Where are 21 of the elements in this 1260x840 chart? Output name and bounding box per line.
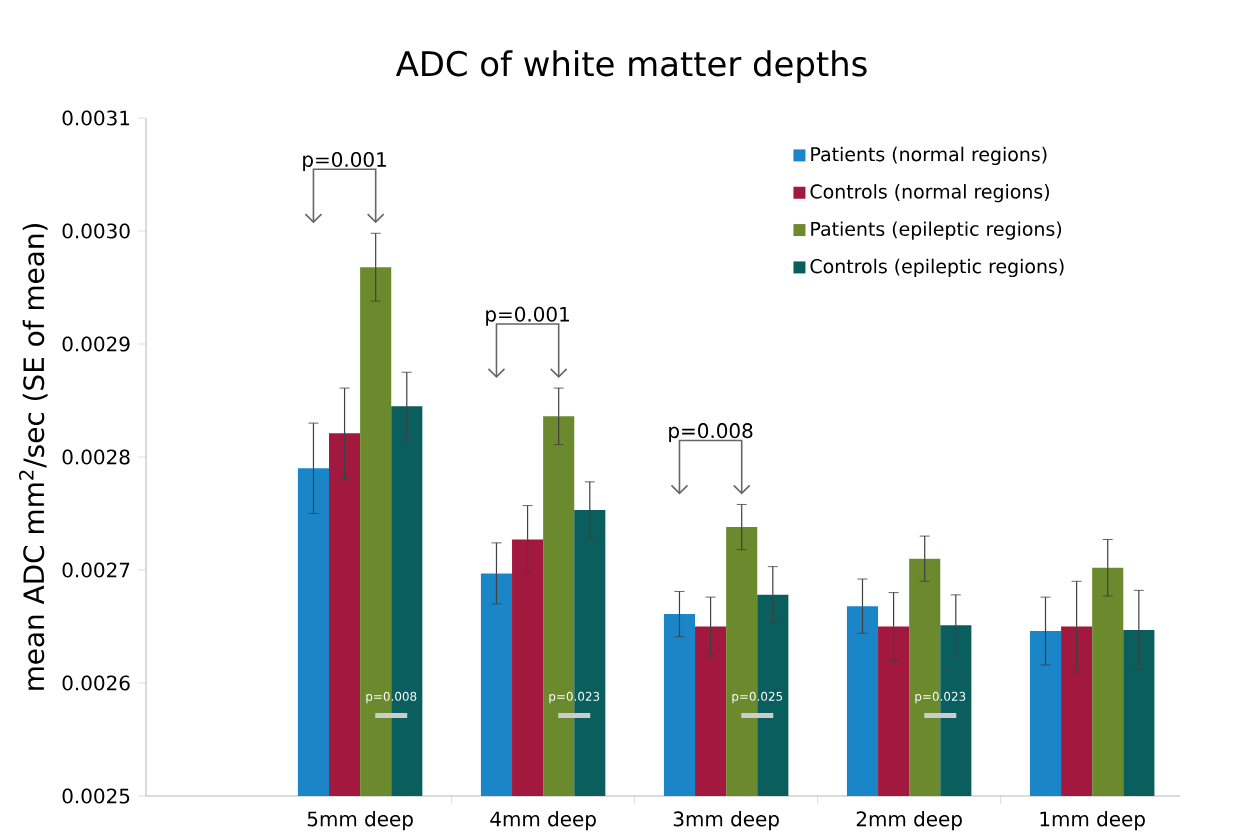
y-tick-label: 0.0029 — [62, 336, 130, 352]
x-tick-label: 5mm deep — [307, 811, 413, 831]
y-tick-label: 0.0025 — [62, 788, 130, 804]
annotation: p=0.001 — [303, 151, 386, 171]
y-tick-label: 0.0030 — [62, 223, 130, 239]
y-tick-label: 0.0031 — [62, 110, 130, 126]
y-tick-label: 0.0027 — [62, 562, 130, 578]
legend-label: Controls (epileptic regions) — [810, 258, 1064, 278]
y-tick-label: 0.0026 — [62, 675, 130, 691]
x-tick-label: 4mm deep — [490, 811, 596, 831]
legend-label: Patients (epileptic regions) — [811, 221, 1062, 240]
x-tick-label: 3mm deep — [673, 811, 779, 831]
y-tick-label: 0.0028 — [62, 449, 130, 465]
y-axis-title: mean ADC mm$^{2}$/sec (SE of mean) — [18, 224, 48, 690]
annotation: p=0.001 — [486, 306, 569, 326]
x-tick-label: 1mm deep — [1040, 811, 1145, 831]
legend-label: Controls (normal regions) — [810, 184, 1049, 203]
x-tick-label: 2mm deep — [856, 811, 962, 831]
annotation: p=0.008 — [669, 423, 753, 443]
chart-title: ADC of white matter depths — [395, 50, 867, 83]
legend-label: Patients (normal regions) — [811, 146, 1047, 166]
